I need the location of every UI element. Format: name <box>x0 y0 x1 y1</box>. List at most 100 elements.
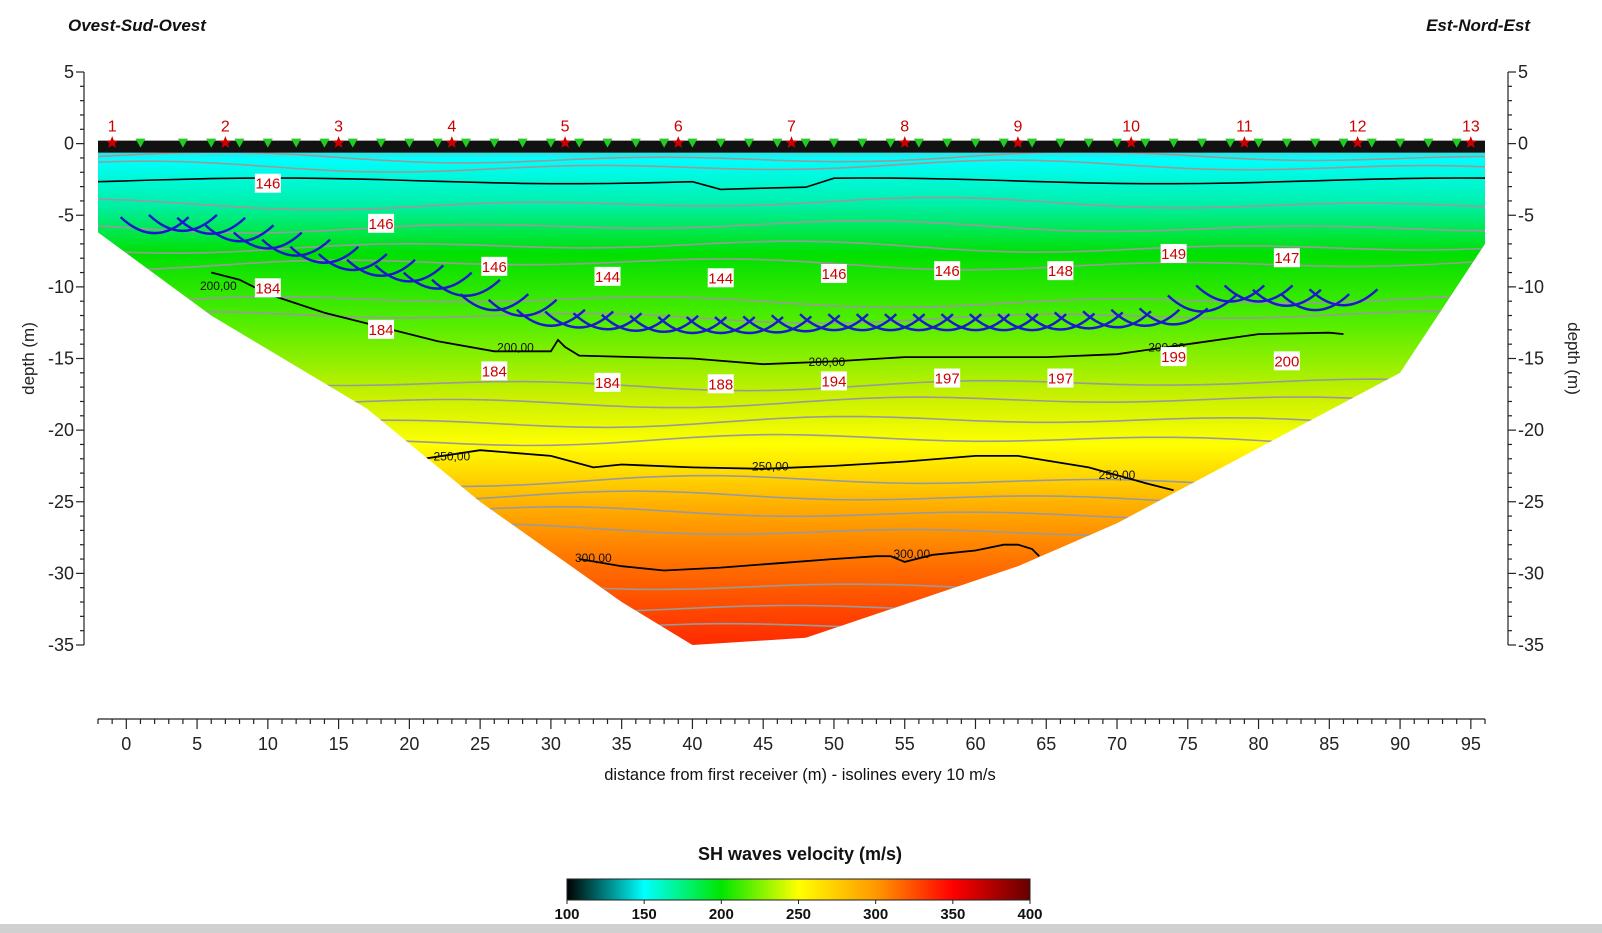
y-tick-label: 0 <box>64 134 74 154</box>
shot-label: 8 <box>900 119 909 136</box>
receiver-marker <box>885 138 896 148</box>
receiver-marker <box>1196 138 1207 148</box>
receiver-marker <box>913 138 924 148</box>
shot-label: 6 <box>674 119 683 136</box>
velocity-label-bg <box>254 278 281 298</box>
velocity-label: 200 <box>1273 351 1300 371</box>
velocity-label: 146 <box>934 261 961 281</box>
velocity-label: 197 <box>1047 368 1074 388</box>
isoline-label: 200,00 <box>809 355 846 369</box>
velocity-label-bg <box>707 268 734 288</box>
velocity-label: 146 <box>481 256 508 276</box>
shot-label: 7 <box>787 119 796 136</box>
receiver-marker <box>942 138 953 148</box>
colorbar-tick-label: 100 <box>554 906 579 923</box>
y-axis-label-right: depth (m) <box>1564 322 1583 395</box>
colorbar-tick-label: 200 <box>709 906 734 923</box>
receiver-marker <box>659 138 670 148</box>
velocity-label: 199 <box>1160 347 1187 367</box>
receiver-marker <box>1310 138 1321 148</box>
velocity-label-bg <box>934 261 961 281</box>
colorbar-tick-label: 300 <box>863 906 888 923</box>
receiver-marker <box>489 138 500 148</box>
refractor-arc <box>204 224 275 243</box>
refractor-arcs <box>119 214 1379 335</box>
y-tick-label: -5 <box>1518 205 1534 225</box>
isoline-major <box>579 543 1040 572</box>
velocity-label: 184 <box>368 319 395 339</box>
refractor-arc <box>1223 284 1294 303</box>
isoline-label: 300,00 <box>893 547 930 561</box>
receiver-marker <box>262 138 273 148</box>
shot-marker <box>219 136 232 148</box>
shot-marker <box>558 136 572 148</box>
receiver-marker <box>1168 138 1179 148</box>
velocity-field <box>98 143 1485 645</box>
y-tick-label: -10 <box>48 277 74 297</box>
receiver-marker <box>687 138 698 148</box>
shot-marker <box>1125 136 1138 148</box>
refractor-arc <box>827 313 898 332</box>
velocity-label-text: 184 <box>482 363 507 380</box>
receiver-marker <box>998 138 1009 148</box>
refractor-arc <box>402 271 473 290</box>
shot-label: 1 <box>108 119 117 136</box>
shot-label: 9 <box>1013 119 1022 136</box>
receiver-marker <box>1423 138 1434 148</box>
receiver-marker <box>1140 138 1151 148</box>
y-tick-label: -30 <box>48 563 74 583</box>
refractor-arc <box>997 313 1067 332</box>
isoline-major <box>423 449 1174 492</box>
refractor-arc <box>1252 288 1322 307</box>
receiver-marker <box>432 138 443 148</box>
velocity-label-bg <box>594 266 621 286</box>
receiver-marker <box>1225 138 1236 148</box>
velocity-model: 200,00200,00200,00200,00250,00250,00250,… <box>98 140 1485 645</box>
receiver-marker <box>1027 138 1038 148</box>
shot-marker <box>1238 136 1251 148</box>
shot-label: 10 <box>1122 119 1140 136</box>
receiver-marker <box>1112 138 1123 148</box>
velocity-colorbar: 100 150 200 250 300 350 400 <box>554 878 1043 923</box>
y-tick-label: -35 <box>48 635 74 655</box>
shot-label: 4 <box>447 119 456 136</box>
minor-isoline <box>98 150 1485 164</box>
x-tick-label: 5 <box>192 734 202 754</box>
y-tick-label: -20 <box>48 420 74 440</box>
refractor-arc <box>940 313 1011 332</box>
x-tick-label: 15 <box>329 734 349 754</box>
receiver-marker <box>347 138 358 148</box>
velocity-label-text: 188 <box>708 376 733 393</box>
velocity-label-bg <box>707 374 734 394</box>
velocity-label-text: 147 <box>1274 250 1299 267</box>
receiver-marker <box>177 138 188 148</box>
window-bottom-edge <box>0 924 1602 933</box>
isoline-label: 250,00 <box>1099 468 1136 482</box>
x-tick-label: 45 <box>753 734 773 754</box>
receiver-marker <box>376 138 387 148</box>
receiver-marker <box>630 138 641 148</box>
velocity-label-bg <box>1160 347 1187 367</box>
receiver-marker <box>404 138 415 148</box>
receiver-marker <box>135 138 146 148</box>
receiver-marker <box>1395 138 1406 148</box>
velocity-label: 197 <box>934 368 961 388</box>
refractor-arc <box>1025 312 1096 331</box>
x-tick-label: 20 <box>399 734 419 754</box>
velocity-label-text: 194 <box>821 373 846 390</box>
velocity-label-text: 146 <box>821 266 846 283</box>
shot-marker <box>672 136 685 148</box>
isoline-shallow <box>98 177 1485 191</box>
refractor-arc <box>232 231 303 250</box>
shot-label: 3 <box>334 119 343 136</box>
y-tick-label: -10 <box>1518 277 1544 297</box>
x-tick-label: 50 <box>824 734 844 754</box>
receiver-marker <box>1281 138 1292 148</box>
receiver-marker <box>1366 138 1377 148</box>
velocity-label-bg <box>481 256 508 276</box>
shot-marker <box>445 136 458 148</box>
x-tick-label: 55 <box>895 734 915 754</box>
refractor-arc <box>1280 293 1351 312</box>
velocity-label-text: 184 <box>595 375 620 392</box>
refractor-arc <box>742 315 813 334</box>
